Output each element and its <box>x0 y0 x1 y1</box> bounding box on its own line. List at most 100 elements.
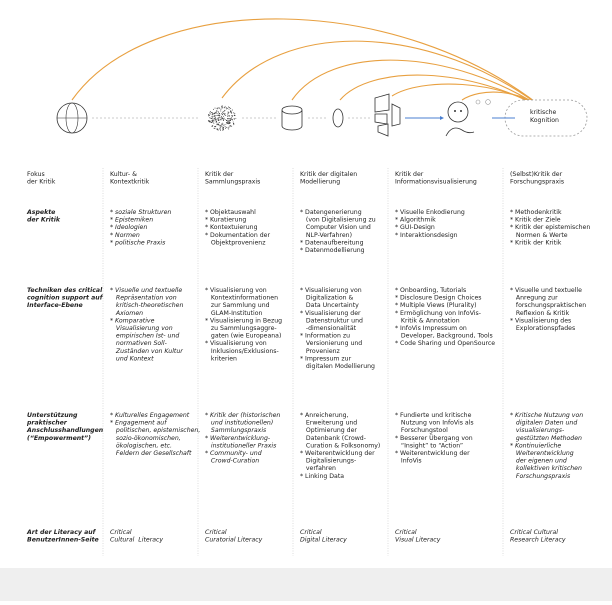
noise-dot <box>230 119 231 121</box>
noise-dot <box>217 114 219 116</box>
cell-text: Erweiterung und <box>300 420 357 427</box>
cell-text: der Kritik <box>27 216 61 224</box>
cell-text: * Anreicherung, <box>300 412 349 419</box>
noise-dot <box>224 119 226 121</box>
cell-text: digitalen Daten und <box>510 419 577 427</box>
noise-dot <box>214 118 216 120</box>
noise-dot <box>212 122 214 123</box>
screens-icon <box>374 93 401 137</box>
cell-text: und institutionellen) <box>205 419 273 427</box>
cell-text: Critical <box>395 528 417 536</box>
cell-text: sozio-ökonomischen, <box>110 435 181 442</box>
cell-text: * Visualisierung von <box>205 340 267 347</box>
cell-text: -dimensionalität <box>300 325 357 332</box>
noise-dot <box>211 115 213 117</box>
hand-icon <box>445 127 475 137</box>
cell-text: * Kritik der Kritik <box>510 239 562 246</box>
noise-dot <box>211 120 213 122</box>
noise-dot <box>219 126 221 128</box>
noise-dot <box>230 110 231 112</box>
noise-dot <box>212 114 214 116</box>
noise-dot <box>229 122 231 124</box>
noise-dot <box>218 124 220 125</box>
noise-dot <box>219 127 221 128</box>
noise-dot <box>212 118 214 120</box>
cell-text: Forschungstool <box>395 427 448 434</box>
noise-dot <box>233 112 235 114</box>
noise-dot <box>227 118 229 120</box>
noise-dot <box>210 112 212 113</box>
noise-dot <box>211 113 213 115</box>
cell-text: Explorationspfades <box>510 325 575 332</box>
cell-text: Datenstruktur und <box>300 317 363 324</box>
cell-text: Sammlungspraxis <box>205 179 260 186</box>
noise-dot <box>219 112 220 114</box>
cell-text: * Weiterentwicklung- <box>205 434 270 442</box>
noise-dot <box>217 123 219 125</box>
noise-dot <box>227 111 229 113</box>
noise-dot <box>226 119 228 121</box>
noise-dot <box>234 115 236 117</box>
noise-dot <box>216 128 218 129</box>
cell-text: Critical Cultural <box>510 528 558 536</box>
cell-text: * Besserer Übergang von <box>395 433 473 442</box>
noise-dot <box>219 114 221 116</box>
cell-text: * Algorithmik <box>395 217 436 224</box>
noise-dot <box>218 115 220 117</box>
cell-text: Datenbank (Crowd- <box>300 435 366 442</box>
noise-dot <box>213 122 215 124</box>
cell-text: Kritik der <box>395 171 424 178</box>
noise-dot <box>213 115 215 117</box>
cell-text: cognition support auf <box>27 294 104 302</box>
cell-text: kritisch-theoretischen <box>110 301 183 309</box>
noise-dot <box>225 122 227 123</box>
cell-text: NLP-Verfahren) <box>300 232 352 239</box>
thought-dot <box>475 99 481 105</box>
noise-dot <box>221 116 222 117</box>
noise-dot <box>212 120 214 121</box>
cell-text: InfoVis <box>395 458 422 465</box>
rotate-icon <box>332 108 344 128</box>
noise-dot <box>216 121 218 123</box>
noise-dot <box>208 114 210 115</box>
cell-text: * Weiterentwicklung der <box>300 450 375 457</box>
noise-dot <box>214 127 216 129</box>
cell-text: zu Sammlungsaggre- <box>205 325 277 332</box>
noise-dot <box>222 115 224 117</box>
noise-dot <box>216 107 218 109</box>
cell-text: Kritik der <box>205 171 234 178</box>
noise-dot <box>229 107 231 108</box>
cell-text: * politische Praxis <box>110 238 166 246</box>
cell-text: * Kuratierung <box>205 217 246 224</box>
noise-dot <box>228 119 230 121</box>
noise-dot <box>233 118 235 120</box>
cell-text: verfahren <box>300 465 336 472</box>
diagram: kritische Kognition <box>56 18 588 137</box>
noise-dot <box>220 129 222 131</box>
cell-text: * Visuelle und textuelle <box>510 287 582 294</box>
cell-text: der Kritik <box>27 179 56 186</box>
cell-text: kriterien <box>205 355 237 362</box>
cell-text: * Onboarding, Tutorials <box>395 287 466 294</box>
cell-text: * Komparative <box>110 316 155 324</box>
cell-text: * Methodenkritik <box>510 209 562 216</box>
noise-dot <box>216 124 218 126</box>
noise-dot <box>226 126 228 128</box>
cell-text: Kontextkritik <box>110 179 150 186</box>
cell-text: * Kritik der epistemischen <box>510 224 590 231</box>
noise-dot <box>208 120 210 122</box>
noise-dot <box>219 116 221 118</box>
noise-dot <box>207 120 209 122</box>
cell-text: politischen, epistemischen, <box>110 426 200 434</box>
cell-text: Digitalisierungs- <box>300 458 356 465</box>
noise-dot <box>211 114 213 116</box>
noise-dot <box>213 108 215 110</box>
cell-text: Kritik & Annotation <box>395 317 460 324</box>
noise-dot <box>224 107 226 109</box>
cell-text: (von Digitalisierung zu <box>300 217 376 224</box>
noise-dot <box>228 112 230 114</box>
noise-dot <box>221 113 223 115</box>
cell-text: Kultur- & <box>110 171 137 178</box>
noise-dot <box>226 121 228 123</box>
noise-dot <box>217 117 219 119</box>
